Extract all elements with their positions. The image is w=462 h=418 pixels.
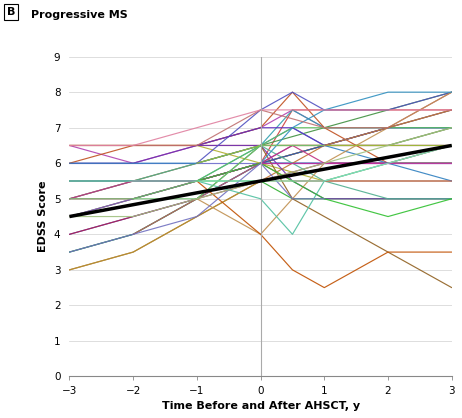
X-axis label: Time Before and After AHSCT, y: Time Before and After AHSCT, y	[162, 401, 359, 411]
Text: B: B	[7, 7, 15, 17]
Y-axis label: EDSS Score: EDSS Score	[38, 181, 48, 252]
Text: Progressive MS: Progressive MS	[30, 10, 128, 20]
